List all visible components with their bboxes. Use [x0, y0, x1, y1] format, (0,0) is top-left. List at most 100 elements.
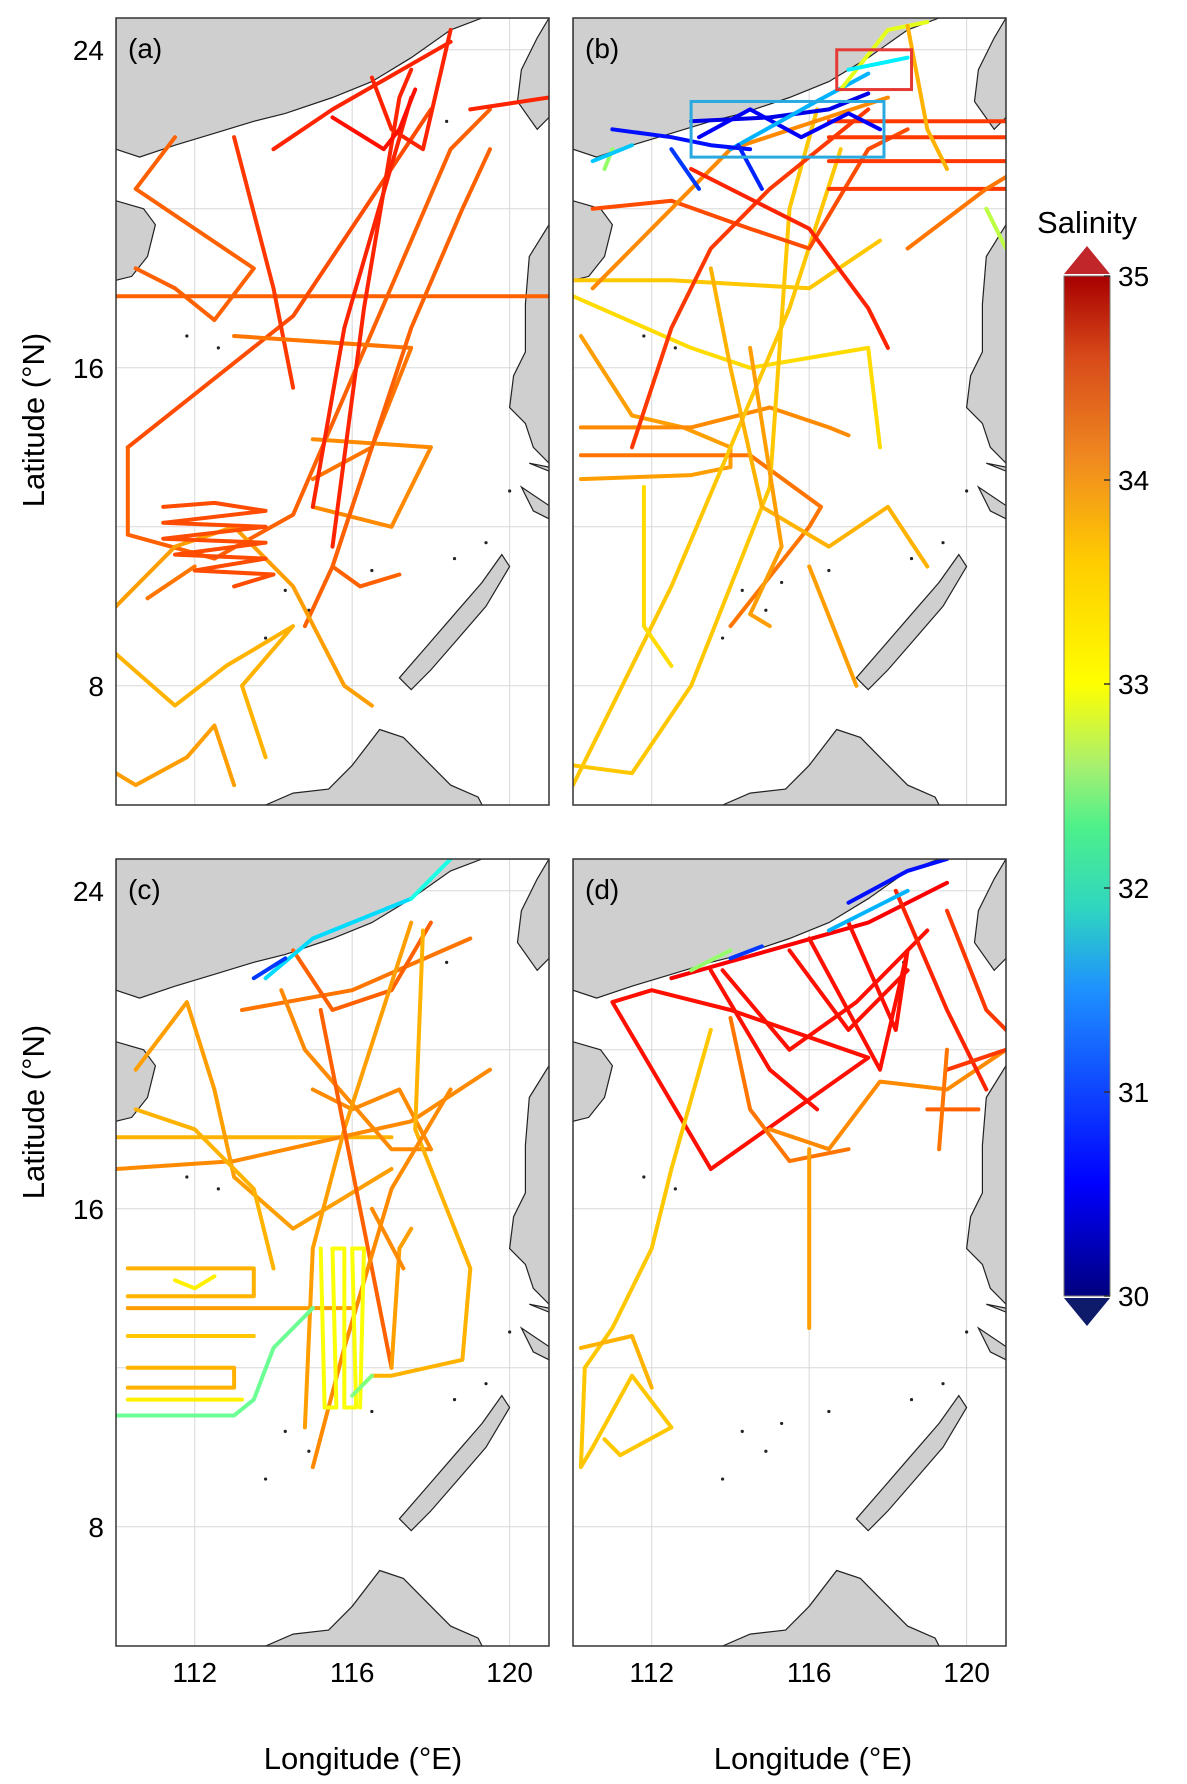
- borneo-land: [721, 728, 940, 805]
- island-dot: [673, 346, 677, 350]
- cruise-track: [116, 1306, 315, 1418]
- cruise-track: [350, 1373, 374, 1398]
- colorbar-title: Salinity: [1037, 205, 1137, 240]
- island-dot: [965, 489, 969, 493]
- cruise-track: [846, 859, 949, 905]
- cruise-track: [708, 266, 930, 569]
- island-dot: [673, 1187, 677, 1191]
- island-dot: [263, 1477, 268, 1481]
- cruise-track: [133, 1000, 394, 1231]
- cruise-track: [573, 294, 882, 450]
- island-dot: [642, 334, 646, 338]
- cruise-track: [573, 147, 843, 788]
- cruise-track: [610, 988, 871, 1171]
- island-dot: [740, 588, 744, 592]
- x-tick-label: 116: [330, 1657, 375, 1688]
- x-tick-label: 120: [943, 1657, 990, 1688]
- taiwan-land: [973, 859, 1006, 972]
- cruise-track: [369, 27, 453, 152]
- island-dot: [720, 636, 725, 640]
- cruise-track: [125, 1365, 237, 1390]
- island-dot: [764, 1449, 768, 1453]
- ocean-background: [116, 18, 549, 805]
- y-axis-label-top: Latitude (°N): [16, 333, 51, 507]
- colorbar-tick-label: 31: [1118, 1077, 1149, 1108]
- island-dot: [965, 1330, 969, 1334]
- colorbar-max-arrow: [1064, 246, 1110, 274]
- y-tick-label: 16: [73, 1194, 104, 1225]
- cruise-track: [573, 238, 882, 291]
- cruise-track: [468, 95, 549, 112]
- panel-frame: [572, 17, 1007, 806]
- cruise-track: [689, 948, 733, 973]
- panel-frame: [115, 17, 550, 806]
- palawan-land: [855, 1394, 968, 1532]
- island-dot: [764, 608, 768, 612]
- cruise-track: [669, 147, 701, 191]
- cruise-tracks: [116, 859, 492, 1470]
- cruise-track: [728, 944, 764, 961]
- cruise-track: [318, 1246, 366, 1410]
- panel-label-b: (b): [585, 33, 619, 64]
- cruise-track: [846, 55, 910, 72]
- panel-frame: [572, 858, 1007, 1647]
- map-panel-d: (d) 112 116 120: [572, 858, 1007, 1688]
- cruise-track: [389, 1226, 414, 1370]
- luzon-land: [965, 1065, 1006, 1305]
- axis-labels: Latitude (°N) Latitude (°N) Longitude (°…: [16, 333, 912, 1776]
- x-tick-label: 112: [629, 1657, 674, 1688]
- y-tick-label: 24: [73, 35, 104, 66]
- island-dot: [484, 541, 488, 545]
- island-dot: [263, 636, 268, 640]
- cruise-track: [905, 175, 1006, 251]
- cruise-track: [578, 453, 823, 629]
- mindoro-land: [519, 1303, 549, 1361]
- panel-label-c: (c): [128, 874, 161, 905]
- cruise-track: [630, 107, 871, 450]
- borneo-land: [265, 1569, 483, 1646]
- cruise-track: [145, 564, 197, 601]
- cruise-track: [369, 1206, 406, 1271]
- island-dot: [642, 1175, 646, 1179]
- cruise-track: [708, 968, 820, 1112]
- island-dot: [445, 119, 449, 123]
- colorbar: Salinity 35 34 33 32 31 30: [1037, 205, 1149, 1326]
- cruise-track: [125, 107, 492, 561]
- panels-layer: (a) 24 16 8 (b) (c) 24 16 8 112 116 120 (d) 112 116 120: [73, 17, 1007, 1688]
- taiwan-land: [973, 18, 1006, 131]
- cruise-track: [807, 564, 859, 688]
- highlight-box: [689, 99, 886, 159]
- mindoro-land: [519, 462, 549, 520]
- cruise-track: [271, 39, 453, 152]
- colorbar-gradient: [1063, 275, 1111, 1297]
- island-dot: [370, 1409, 374, 1414]
- y-tick-label: 8: [88, 671, 104, 702]
- map-panel-b: (b): [572, 17, 1007, 806]
- x-axis-label-right: Longitude (°E): [714, 1741, 913, 1776]
- map-panel-c: (c) 24 16 8 112 116 120: [73, 858, 550, 1688]
- hainan-land: [116, 200, 157, 281]
- luzon-land: [965, 224, 1006, 464]
- cruise-track: [369, 928, 473, 1378]
- cruise-track: [291, 920, 433, 1012]
- cruise-track: [945, 1047, 1006, 1072]
- cruise-track: [240, 936, 473, 1012]
- cruise-track: [310, 95, 414, 509]
- cruise-track: [846, 920, 910, 1032]
- cruise-track: [893, 888, 989, 1092]
- colorbar-tick-label: 35: [1118, 261, 1149, 292]
- cruise-track: [302, 920, 414, 1430]
- map-panel-a: (a) 24 16 8: [73, 17, 550, 806]
- cruise-track: [116, 1067, 492, 1171]
- island-dot: [283, 1429, 287, 1433]
- cruise-track: [728, 1016, 851, 1164]
- colorbar-tick-label: 34: [1118, 465, 1149, 496]
- palawan-land: [855, 553, 968, 691]
- cruise-track: [116, 624, 296, 760]
- panel-label-d: (d): [585, 874, 619, 905]
- palawan-land: [398, 1394, 511, 1532]
- palawan-land: [398, 553, 511, 691]
- cruise-track: [720, 928, 930, 1052]
- cruise-track: [937, 1047, 949, 1152]
- island-dot: [941, 1382, 945, 1386]
